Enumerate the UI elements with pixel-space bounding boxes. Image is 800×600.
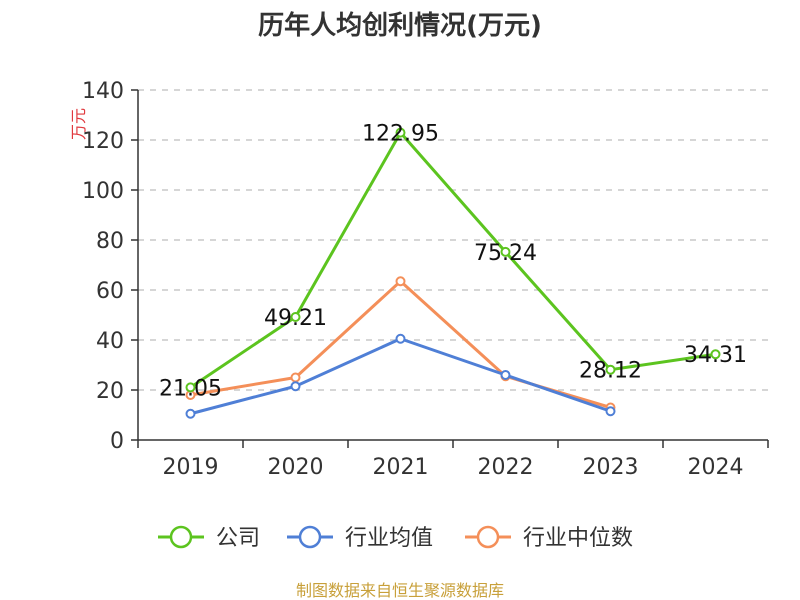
chart-title: 历年人均创利情况(万元) bbox=[258, 10, 542, 41]
data-label: 28.12 bbox=[579, 359, 642, 384]
y-tick-label: 20 bbox=[96, 379, 124, 404]
y-tick-label: 40 bbox=[96, 329, 124, 354]
data-point bbox=[395, 333, 406, 344]
data-point bbox=[500, 246, 511, 257]
x-tick-label: 2023 bbox=[583, 455, 639, 480]
legend-swatch-marker bbox=[169, 525, 193, 549]
source-note: 制图数据来自恒生聚源数据库 bbox=[296, 581, 504, 600]
y-tick-label: 140 bbox=[82, 79, 124, 104]
x-tick-labels: 2019 2020 2021 2022 2023 2024 bbox=[137, 440, 769, 480]
y-tick-label: 120 bbox=[82, 129, 124, 154]
y-tick-label: 0 bbox=[110, 429, 124, 454]
data-point bbox=[185, 408, 196, 419]
data-point bbox=[290, 311, 301, 322]
data-point bbox=[605, 364, 616, 375]
data-point bbox=[605, 406, 616, 417]
data-label: 122.95 bbox=[362, 122, 439, 147]
legend-swatch-marker bbox=[476, 525, 500, 549]
data-label: 49.21 bbox=[264, 306, 327, 331]
series-line bbox=[189, 131, 716, 389]
legend-label: 行业中位数 bbox=[523, 526, 633, 551]
series-line bbox=[190, 337, 611, 416]
x-tick-label: 2022 bbox=[478, 455, 534, 480]
x-tick-label: 2020 bbox=[268, 455, 324, 480]
data-point bbox=[395, 276, 406, 287]
series-lines bbox=[185, 127, 721, 419]
legend-label: 行业均值 bbox=[345, 526, 433, 551]
y-axis-label: 万元 bbox=[69, 108, 88, 140]
legend: 公司 行业均值 行业中位数 bbox=[158, 525, 633, 551]
data-point bbox=[395, 127, 406, 138]
legend-swatch-marker bbox=[298, 525, 322, 549]
legend-label: 公司 bbox=[216, 526, 260, 551]
grid-lines bbox=[138, 89, 768, 391]
x-tick-label: 2021 bbox=[373, 455, 429, 480]
y-tick-label: 80 bbox=[96, 229, 124, 254]
y-tick-label: 60 bbox=[96, 279, 124, 304]
data-labels: 21.05 49.21 122.95 75.24 28.12 34.31 bbox=[159, 122, 747, 402]
data-point bbox=[500, 370, 511, 380]
data-label: 75.24 bbox=[474, 241, 537, 266]
x-tick-label: 2019 bbox=[163, 455, 219, 480]
data-point bbox=[710, 349, 721, 360]
y-tick-label: 100 bbox=[82, 179, 124, 204]
y-tick-labels: 0 20 40 60 80 100 120 140 bbox=[82, 79, 138, 454]
data-point bbox=[185, 382, 196, 393]
x-tick-label: 2024 bbox=[688, 455, 744, 480]
data-label: 21.05 bbox=[159, 376, 222, 401]
data-label: 34.31 bbox=[684, 343, 747, 368]
data-point bbox=[290, 372, 301, 383]
data-point bbox=[290, 381, 301, 392]
